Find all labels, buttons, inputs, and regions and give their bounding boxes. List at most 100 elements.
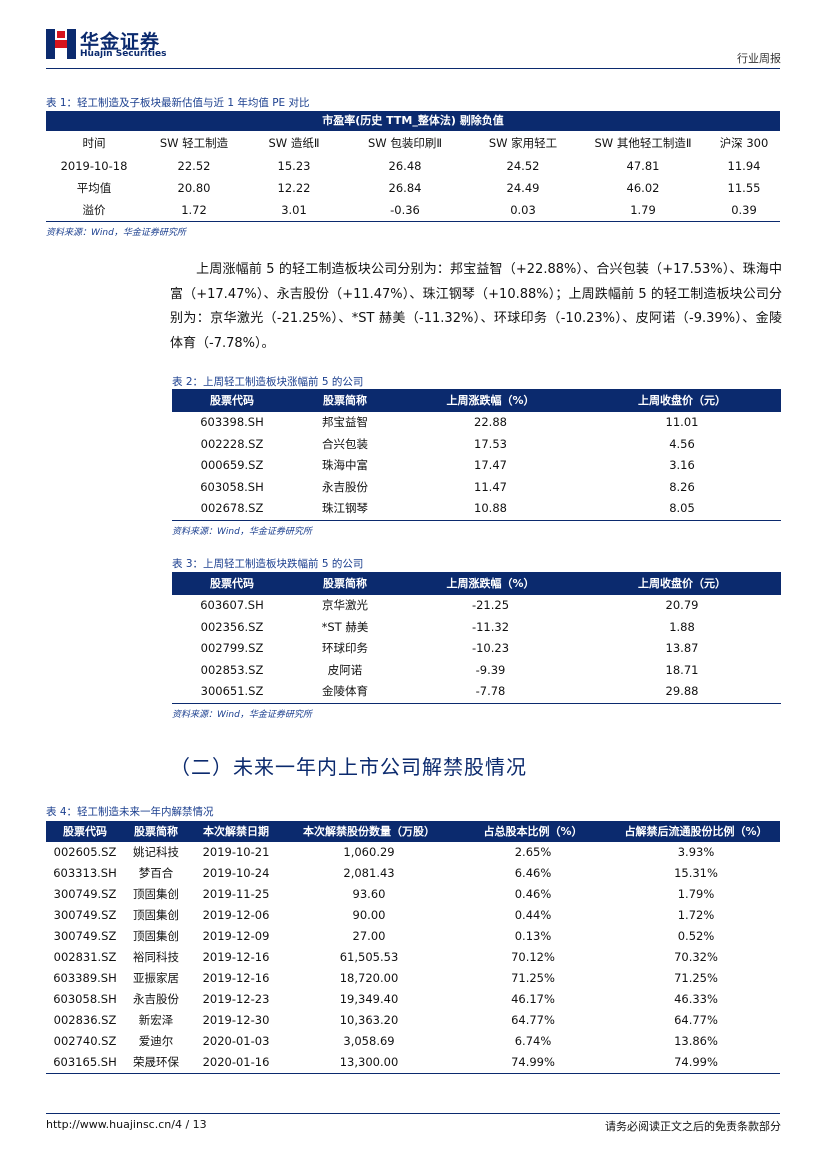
- table-cell: 603607.SH: [200, 598, 264, 612]
- table-cell: 皮阿诺: [327, 662, 363, 677]
- table-row: 300749.SZ 顶固集创 2019-11-25 93.60 0.46% 1.…: [46, 884, 780, 905]
- table-row: 002740.SZ 爱迪尔 2020-01-03 3,058.69 6.74% …: [46, 1031, 780, 1052]
- table-cell: 2019-10-24: [202, 866, 270, 880]
- table-cell: 26.84: [388, 181, 422, 195]
- top-gainers-table: 股票代码 股票简称 上周涨跌幅（%） 上周收盘价（元） 603398.SH 邦宝…: [172, 389, 781, 521]
- table3-caption: 表 3：上周轻工制造板块跌幅前 5 的公司: [172, 558, 364, 570]
- table-row: 002836.SZ 新宏泽 2019-12-30 10,363.20 64.77…: [46, 1010, 780, 1031]
- table-cell: 1.79: [630, 203, 656, 217]
- table-cell: 8.26: [669, 479, 695, 494]
- table1-header-row: 时间 SW 轻工制造 SW 造纸Ⅱ SW 包装印刷Ⅱ SW 家用轻工 SW 其他…: [46, 131, 780, 155]
- table-cell: 300749.SZ: [53, 908, 117, 922]
- table4-col-header: 本次解禁日期: [203, 825, 269, 838]
- table-row: 603398.SH 邦宝益智 22.88 11.01: [172, 412, 781, 434]
- table1-col-header: SW 轻工制造: [159, 136, 229, 150]
- table2-col-header: 上周涨跌幅（%）: [446, 394, 535, 407]
- table-cell: 603313.SH: [53, 866, 117, 880]
- table-cell: 0.44%: [514, 908, 552, 922]
- table-cell: 11.55: [727, 181, 761, 195]
- table3-col-header: 股票简称: [323, 577, 367, 590]
- section-title: （二）未来一年内上市公司解禁股情况: [170, 755, 527, 779]
- table-cell: 90.00: [352, 908, 386, 922]
- table-cell: 2019-12-06: [202, 908, 270, 922]
- table-cell: 金陵体育: [322, 684, 368, 698]
- table-cell: 002678.SZ: [200, 501, 264, 515]
- table-cell: 603389.SH: [53, 971, 117, 985]
- table-cell: 24.49: [506, 181, 540, 195]
- paragraph-text: 上周涨幅前 5 的轻工制造板块公司分别为：邦宝益智（+22.88%）、合兴包装（…: [170, 262, 782, 351]
- table-cell: 603058.SH: [200, 479, 264, 494]
- table-cell: 2020-01-16: [202, 1055, 270, 1069]
- table1-band-header: 市盈率(历史 TTM_整体法) 剔除负值: [46, 111, 780, 131]
- table1-col-header: SW 其他轻工制造Ⅱ: [594, 136, 692, 150]
- table-cell: 002831.SZ: [53, 950, 117, 964]
- table-cell: 8.05: [669, 501, 695, 515]
- logo-english-name: Huajin Securities: [80, 49, 167, 59]
- table3-header-row: 股票代码 股票简称 上周涨跌幅（%） 上周收盘价（元）: [172, 572, 781, 595]
- table1-col-header: 时间: [82, 136, 106, 150]
- table-cell: 000659.SZ: [200, 458, 264, 472]
- table-cell: 93.60: [352, 887, 386, 901]
- table-cell: 10.88: [474, 501, 507, 515]
- table-cell: 47.81: [626, 159, 660, 173]
- table2-col-header: 股票代码: [210, 394, 254, 407]
- top-losers-table: 股票代码 股票简称 上周涨跌幅（%） 上周收盘价（元） 603607.SH 京华…: [172, 572, 781, 704]
- table-cell: 2020-01-03: [202, 1034, 270, 1048]
- table-row: 300749.SZ 顶固集创 2019-12-06 90.00 0.44% 1.…: [46, 905, 780, 926]
- table-cell: 24.52: [506, 159, 540, 173]
- table-cell: 13.86%: [674, 1034, 718, 1048]
- table-cell: -10.23: [471, 641, 510, 655]
- table-cell: 2019-12-16: [202, 950, 270, 964]
- table2-col-header: 股票简称: [323, 394, 367, 407]
- table-cell: -9.39: [475, 662, 506, 677]
- table-cell: 64.77%: [674, 1013, 718, 1027]
- footer-url-page[interactable]: http://www.huajinsc.cn/4 / 13: [46, 1118, 207, 1131]
- table2-col-header: 上周收盘价（元）: [638, 394, 726, 407]
- table2-source: 资料来源：Wind，华金证券研究所: [172, 527, 312, 537]
- table-cell: 姚记科技: [133, 845, 179, 859]
- table-cell: 爱迪尔: [138, 1034, 174, 1048]
- table-cell: 0.03: [510, 203, 536, 217]
- table4-col-header: 占总股本比例（%）: [483, 825, 583, 838]
- table-cell: 12.22: [277, 181, 311, 195]
- unlock-schedule-table: 股票代码 股票简称 本次解禁日期 本次解禁股份数量（万股） 占总股本比例（%） …: [46, 821, 780, 1074]
- table-cell: 46.17%: [511, 992, 555, 1006]
- table2-header-row: 股票代码 股票简称 上周涨跌幅（%） 上周收盘价（元）: [172, 389, 781, 412]
- table-cell: 3.93%: [677, 845, 715, 859]
- table3-source: 资料来源：Wind，华金证券研究所: [172, 710, 312, 720]
- table-cell: 26.48: [388, 159, 422, 173]
- table-cell: 2,081.43: [343, 866, 395, 880]
- table-cell: *ST 赫美: [321, 619, 369, 634]
- table-cell: 环球印务: [322, 641, 368, 655]
- table-cell: 0.52%: [677, 929, 715, 943]
- table-cell: 3.01: [281, 203, 307, 217]
- table-cell: 71.25%: [511, 971, 555, 985]
- table-row: 002678.SZ 珠江钢琴 10.88 8.05: [172, 498, 781, 521]
- table1-col-header: SW 造纸Ⅱ: [268, 136, 320, 150]
- table-cell: 300651.SZ: [200, 684, 264, 698]
- table-cell: 顶固集创: [133, 929, 179, 943]
- table-cell: 002799.SZ: [200, 641, 264, 655]
- table-cell: 永吉股份: [133, 992, 179, 1006]
- table-cell: 1,060.29: [343, 845, 395, 859]
- table1-col-header: SW 包装印刷Ⅱ: [368, 136, 442, 150]
- table-cell: 10,363.20: [339, 1013, 399, 1027]
- table-row: 603313.SH 梦百合 2019-10-24 2,081.43 6.46% …: [46, 863, 780, 884]
- table-cell: 002853.SZ: [200, 662, 264, 677]
- table4-col-header: 占解禁后流通股份比例（%）: [624, 825, 768, 838]
- table-cell: 70.32%: [674, 950, 718, 964]
- table4-col-header: 股票代码: [63, 825, 107, 838]
- table-cell: -7.78: [475, 684, 506, 698]
- table-row: 603389.SH 亚振家居 2019-12-16 18,720.00 71.2…: [46, 968, 780, 989]
- table-cell: 2019-10-18: [60, 159, 128, 173]
- table-cell: 22.52: [177, 159, 211, 173]
- table4-col-header: 本次解禁股份数量（万股）: [303, 825, 435, 838]
- table-cell: 新宏泽: [138, 1013, 174, 1027]
- table-row: 002799.SZ 环球印务 -10.23 13.87: [172, 638, 781, 660]
- table-cell: 3.16: [669, 458, 695, 472]
- table-cell: 13,300.00: [339, 1055, 399, 1069]
- body-paragraph: 上周涨幅前 5 的轻工制造板块公司分别为：邦宝益智（+22.88%）、合兴包装（…: [170, 258, 782, 356]
- table-cell: 平均值: [76, 181, 112, 195]
- table-row: 溢价 1.72 3.01 -0.36 0.03 1.79 0.39: [46, 199, 780, 222]
- table-row: 000659.SZ 珠海中富 17.47 3.16: [172, 455, 781, 477]
